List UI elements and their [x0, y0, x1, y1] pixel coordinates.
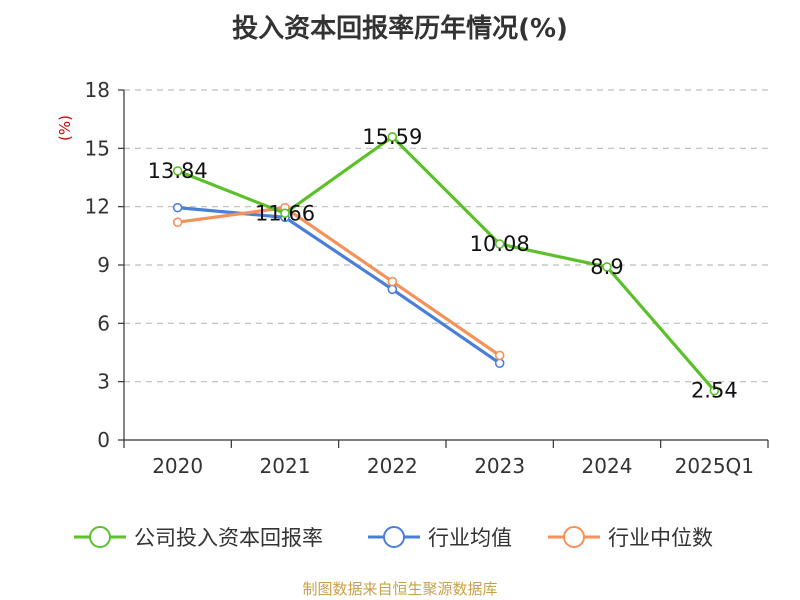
- x-tick-label: 2024: [582, 454, 633, 478]
- data-point: [602, 262, 612, 272]
- data-point: [172, 166, 183, 176]
- legend-marker: [89, 526, 111, 548]
- y-tick-label: 12: [85, 195, 110, 219]
- chart-title: 投入资本回报率历年情况(%): [232, 14, 568, 44]
- series-line: [177, 135, 716, 392]
- data-label: 10.08: [470, 232, 530, 256]
- data-source-note: 制图数据来自恒生聚源数据库: [302, 580, 498, 598]
- data-label: 11.66: [255, 201, 315, 225]
- x-tick-label: 2023: [474, 454, 525, 478]
- y-axis-unit: (%): [56, 115, 74, 141]
- data-point: [172, 217, 183, 228]
- data-point: [172, 202, 183, 213]
- series-line: [177, 206, 501, 357]
- data-point: [494, 358, 505, 368]
- y-tick-label: 9: [97, 253, 110, 277]
- legend-label: 行业中位数: [608, 526, 713, 550]
- data-point: [387, 132, 398, 142]
- data-point: [387, 276, 398, 287]
- series-line: [177, 206, 501, 365]
- x-tick-label: 2022: [367, 454, 418, 478]
- legend-marker: [383, 526, 405, 548]
- data-point: [494, 350, 505, 361]
- y-tick-label: 18: [85, 78, 110, 102]
- legend-label: 公司投入资本回报率: [134, 526, 323, 550]
- data-point: [494, 239, 505, 249]
- data-label: 2.54: [691, 379, 738, 403]
- x-tick-label: 2020: [152, 454, 203, 478]
- data-point: [709, 385, 720, 396]
- x-tick-label: 2025Q1: [675, 454, 754, 478]
- data-label: 15.59: [362, 125, 422, 149]
- y-tick-label: 6: [97, 311, 110, 335]
- legend-label: 行业均值: [428, 526, 512, 550]
- data-label: 13.84: [148, 159, 208, 183]
- y-tick-label: 0: [97, 428, 110, 452]
- data-point: [280, 208, 290, 219]
- x-tick-label: 2021: [260, 454, 311, 478]
- y-tick-label: 3: [97, 370, 110, 394]
- legend-marker: [563, 526, 585, 548]
- data-point: [387, 284, 398, 295]
- y-tick-label: 15: [85, 136, 110, 160]
- data-label: 8.9: [590, 255, 623, 279]
